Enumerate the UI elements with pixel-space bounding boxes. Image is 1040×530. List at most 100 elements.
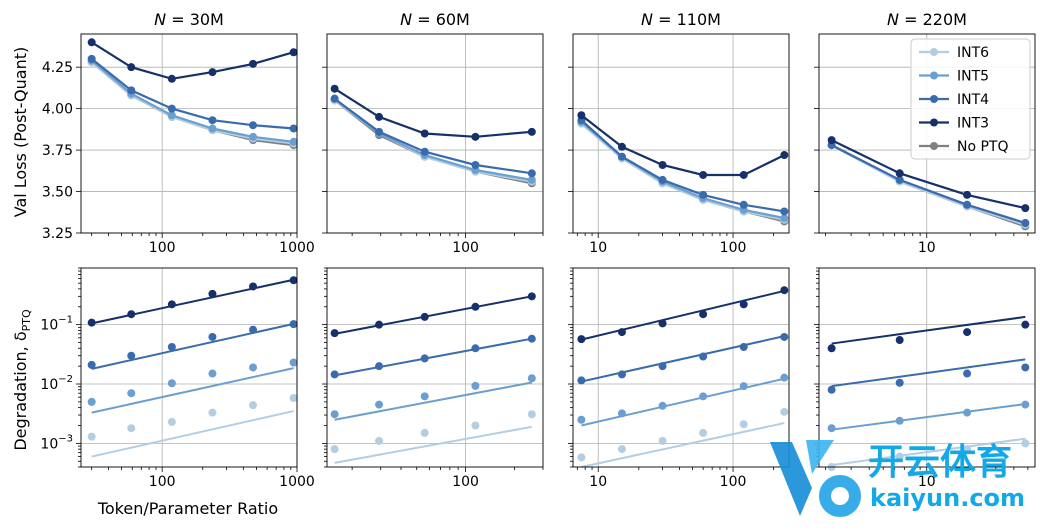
data-point-int3 <box>527 127 536 136</box>
x-tick-label: 1000 <box>279 240 315 256</box>
data-point-int3 <box>289 48 298 57</box>
data-point-int4 <box>827 385 836 394</box>
data-point-int3 <box>827 344 836 353</box>
panel-5: 100 1000 10−3 10−2 10−1 <box>40 267 315 490</box>
data-point-int3 <box>471 302 480 311</box>
fit-line-int5 <box>581 377 785 427</box>
data-point-int4 <box>87 54 96 63</box>
x-tick-label: 100 <box>149 240 176 256</box>
x-tick-label: 10 <box>589 474 607 490</box>
y-tick-label: 4.00 <box>42 102 73 118</box>
x-axis-label: Token/Parameter Ratio <box>97 499 278 518</box>
data-point-int4 <box>127 351 136 360</box>
series-line-int4 <box>91 58 294 130</box>
data-point-int5 <box>527 175 536 184</box>
data-point-int4 <box>780 207 789 216</box>
data-point-int3 <box>87 38 96 47</box>
panel-7: 10 100 <box>568 267 790 490</box>
y-tick-label: 10−2 <box>40 374 73 393</box>
data-point-int3 <box>208 68 217 77</box>
fit-line-int6 <box>831 437 1026 467</box>
x-tick-label: 10 <box>918 240 936 256</box>
series-line-int5 <box>333 97 532 181</box>
fit-line-int5 <box>91 367 294 414</box>
data-point-int3 <box>127 310 136 319</box>
data-point-int3 <box>827 136 836 145</box>
data-point-int3 <box>249 59 258 68</box>
data-point-int6 <box>420 428 429 437</box>
data-point-int6 <box>739 420 748 429</box>
x-tick-label: 1000 <box>279 474 315 490</box>
data-point-int5 <box>963 408 972 417</box>
panel-title: N = 220M <box>887 10 967 29</box>
watermark: 开云体育 kaiyun.com <box>770 440 1025 519</box>
legend-marker <box>930 48 938 56</box>
data-point-int6 <box>375 436 384 445</box>
fit-line-int6 <box>91 410 294 458</box>
data-point-int3 <box>739 300 748 309</box>
data-point-int5 <box>289 358 298 367</box>
legend-marker <box>930 142 938 150</box>
data-point-int4 <box>208 332 217 341</box>
data-point-int4 <box>208 116 217 125</box>
data-point-int3 <box>87 318 96 327</box>
y-tick-label: 4.25 <box>42 60 73 76</box>
data-point-int3 <box>167 74 176 83</box>
y-tick-label: 10−3 <box>40 433 73 452</box>
data-point-int5 <box>249 363 258 372</box>
data-point-int5 <box>330 410 339 419</box>
data-point-int3 <box>330 84 339 93</box>
legend-label: INT3 <box>957 116 989 132</box>
panel-3: 10 100 N = 110M <box>568 10 790 256</box>
data-point-int5 <box>658 401 667 410</box>
data-point-int6 <box>699 428 708 437</box>
legend-marker <box>930 95 938 103</box>
data-point-int4 <box>87 360 96 369</box>
fit-line-int3 <box>831 315 1026 345</box>
x-tick-label: 10 <box>589 240 607 256</box>
series-line-int3 <box>334 87 532 138</box>
x-tick-label: 100 <box>452 240 479 256</box>
legend-label: INT6 <box>957 45 989 61</box>
data-point-int4 <box>658 175 667 184</box>
data-point-int5 <box>289 137 298 146</box>
series-line-no-ptq <box>333 99 533 185</box>
data-point-int4 <box>895 378 904 387</box>
data-point-int4 <box>127 86 136 95</box>
x-tick-label: 10 <box>918 474 936 490</box>
data-point-int4 <box>249 325 258 334</box>
legend-marker <box>930 118 938 127</box>
data-point-int3 <box>963 190 972 199</box>
series-line-int6 <box>580 122 785 221</box>
series-line-int3 <box>91 41 294 80</box>
data-point-int3 <box>780 286 789 295</box>
data-point-int3 <box>375 112 384 121</box>
data-point-int5 <box>167 111 176 120</box>
data-point-int6 <box>330 445 339 454</box>
data-point-int3 <box>963 328 972 337</box>
panel-6: 100 <box>322 267 544 490</box>
fit-line-int4 <box>334 337 533 377</box>
fit-line-int3 <box>91 278 294 325</box>
data-point-int3 <box>617 328 626 337</box>
data-point-int3 <box>577 335 586 344</box>
panels: 100 1000 3.25 3.50 3.75 4.00 4.25 N = 30M 100 N =… <box>40 10 1036 490</box>
data-point-int4 <box>420 147 429 156</box>
panel-1: 100 1000 3.25 3.50 3.75 4.00 4.25 N = 30M <box>42 10 315 256</box>
data-point-int4 <box>739 343 748 352</box>
series-line-int5 <box>90 59 294 143</box>
data-point-int3 <box>420 312 429 321</box>
data-point-int4 <box>617 370 626 379</box>
data-point-int5 <box>208 124 217 133</box>
data-point-int3 <box>658 161 667 170</box>
data-point-int3 <box>895 169 904 178</box>
data-point-int4 <box>1021 219 1030 228</box>
data-point-int4 <box>249 121 258 130</box>
data-point-int4 <box>167 343 176 352</box>
data-point-int3 <box>249 282 258 291</box>
x-tick-label: 100 <box>452 474 479 490</box>
data-point-int6 <box>780 407 789 416</box>
data-point-int4 <box>527 334 536 343</box>
legend-marker <box>930 71 938 80</box>
series-line-int4 <box>580 119 785 213</box>
